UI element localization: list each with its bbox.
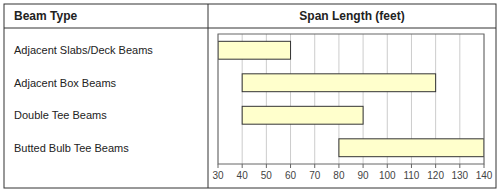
tick-label: 130 (451, 170, 468, 181)
tick-mark (338, 164, 339, 168)
bars (218, 41, 484, 156)
tick-label: 40 (237, 170, 249, 181)
header-separator (4, 28, 496, 29)
tick-mark (266, 164, 267, 168)
tick-label: 100 (379, 170, 396, 181)
category-label: Double Tee Beams (14, 109, 107, 121)
right-header: Span Length (feet) (299, 9, 404, 23)
chart-container: Beam Type Span Length (feet) 30 40 50 60 70 80 9… (0, 0, 500, 192)
tick-mark (314, 164, 315, 168)
panel-divider (208, 4, 209, 188)
tick-label: 80 (333, 170, 345, 181)
category-label: Adjacent Slabs/Deck Beams (14, 44, 153, 56)
bar (339, 139, 484, 157)
tick-mark (290, 164, 291, 168)
tick-label: 70 (309, 170, 321, 181)
tick-label: 120 (427, 170, 444, 181)
tick-label: 140 (476, 170, 493, 181)
category-label: Butted Bulb Tee Beams (14, 142, 129, 154)
tick-mark (242, 164, 243, 168)
plot-frame (218, 34, 484, 164)
tick-label: 60 (285, 170, 297, 181)
category-label: Adjacent Box Beams (14, 77, 117, 89)
tick-mark (484, 164, 485, 168)
bar (242, 74, 435, 92)
tick-label: 30 (212, 170, 224, 181)
bar (242, 106, 363, 124)
tick-mark (387, 164, 388, 168)
grid (218, 34, 484, 164)
left-header: Beam Type (14, 9, 77, 23)
tick-label: 110 (403, 170, 419, 181)
grid-line (314, 34, 315, 164)
tick-label: 50 (261, 170, 273, 181)
bar (218, 41, 291, 59)
tick-mark (218, 164, 219, 168)
chart: Beam Type Span Length (feet) 30 40 50 60 70 80 9… (0, 0, 500, 192)
tick-mark (435, 164, 436, 168)
tick-mark (411, 164, 412, 168)
tick-mark (459, 164, 460, 168)
tick-mark (363, 164, 364, 168)
outer-frame (4, 4, 496, 188)
tick-label: 90 (358, 170, 370, 181)
